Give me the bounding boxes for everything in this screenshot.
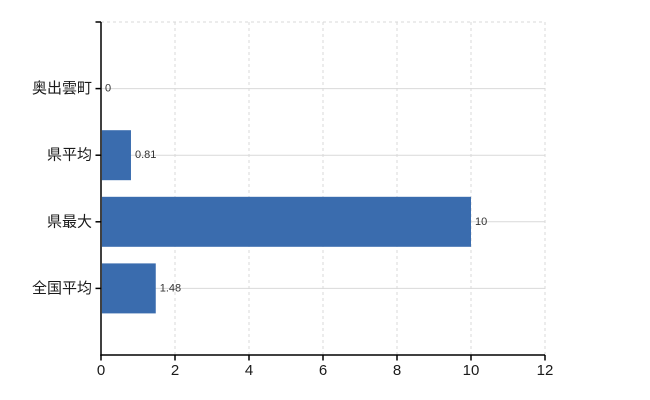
category-label: 県最大 <box>47 213 92 230</box>
x-tick-label: 10 <box>463 362 480 379</box>
bar-value-label: 1.48 <box>160 282 181 294</box>
x-tick-label: 6 <box>319 362 327 379</box>
bar-value-label: 0 <box>105 83 111 95</box>
bar-value-label: 0.81 <box>135 149 156 161</box>
category-label: 県平均 <box>47 147 92 164</box>
x-tick-label: 12 <box>537 362 554 379</box>
x-tick-label: 0 <box>97 362 105 379</box>
bar <box>102 196 471 247</box>
x-tick-label: 8 <box>393 362 401 379</box>
bar <box>102 263 156 314</box>
bar <box>102 130 131 181</box>
category-label: 全国平均 <box>32 279 92 297</box>
bar-value-label: 10 <box>475 216 487 228</box>
category-label: 奥出雲町 <box>32 80 92 97</box>
x-tick-label: 4 <box>245 362 253 379</box>
x-tick-label: 2 <box>171 362 179 379</box>
